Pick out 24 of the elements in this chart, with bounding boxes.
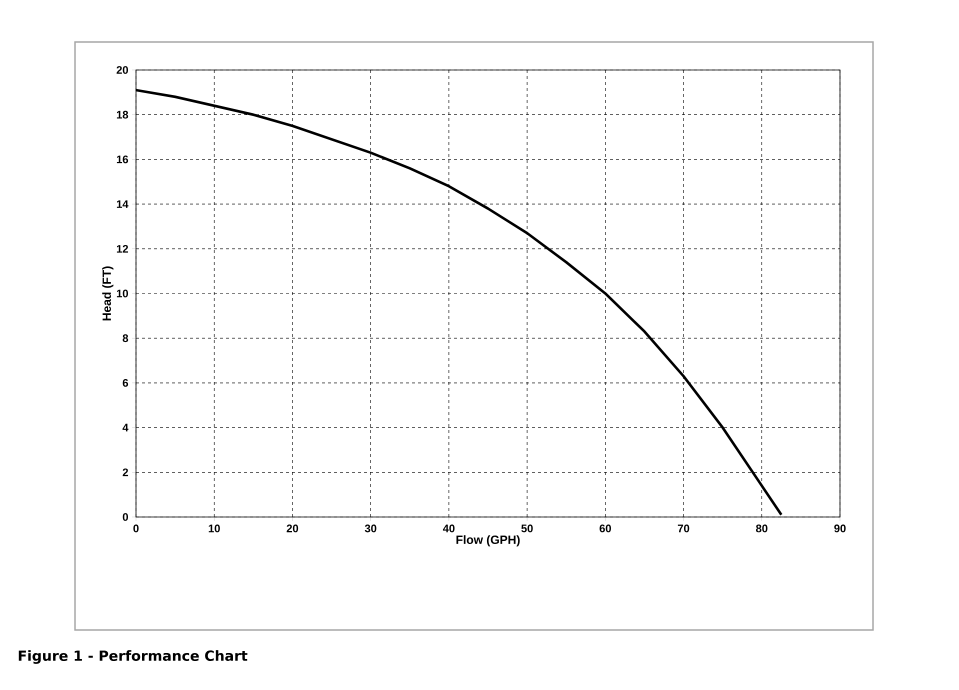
x-tick-label: 10 <box>208 524 220 532</box>
y-tick-label: 2 <box>122 468 128 476</box>
y-axis-title: Head (FT) <box>102 266 114 320</box>
y-tick-label: 18 <box>116 110 128 119</box>
y-tick-label: 12 <box>116 244 128 253</box>
x-tick-label: 80 <box>756 524 768 532</box>
x-tick-label: 40 <box>442 524 455 532</box>
x-tick-label: 0 <box>133 524 139 532</box>
y-tick-label: 14 <box>116 200 128 208</box>
x-tick-label: 20 <box>286 524 298 532</box>
x-axis-title: Flow (GPH) <box>456 535 520 546</box>
y-tick-label: 8 <box>122 334 128 342</box>
caption: Figure 1 - Performance Chart <box>18 650 248 664</box>
y-tick-label: 10 <box>116 290 128 298</box>
y-tick-label: 4 <box>122 424 128 432</box>
y-tick-label: 20 <box>116 66 128 74</box>
x-tick-label: 70 <box>678 524 690 532</box>
y-tick-label: 0 <box>122 513 128 521</box>
x-tick-label: 50 <box>521 524 533 532</box>
x-tick-label: 60 <box>600 524 611 532</box>
x-tick-label: 90 <box>834 524 846 532</box>
y-tick-label: 16 <box>116 156 128 164</box>
y-tick-label: 6 <box>122 379 128 387</box>
x-tick-label: 30 <box>364 524 376 532</box>
